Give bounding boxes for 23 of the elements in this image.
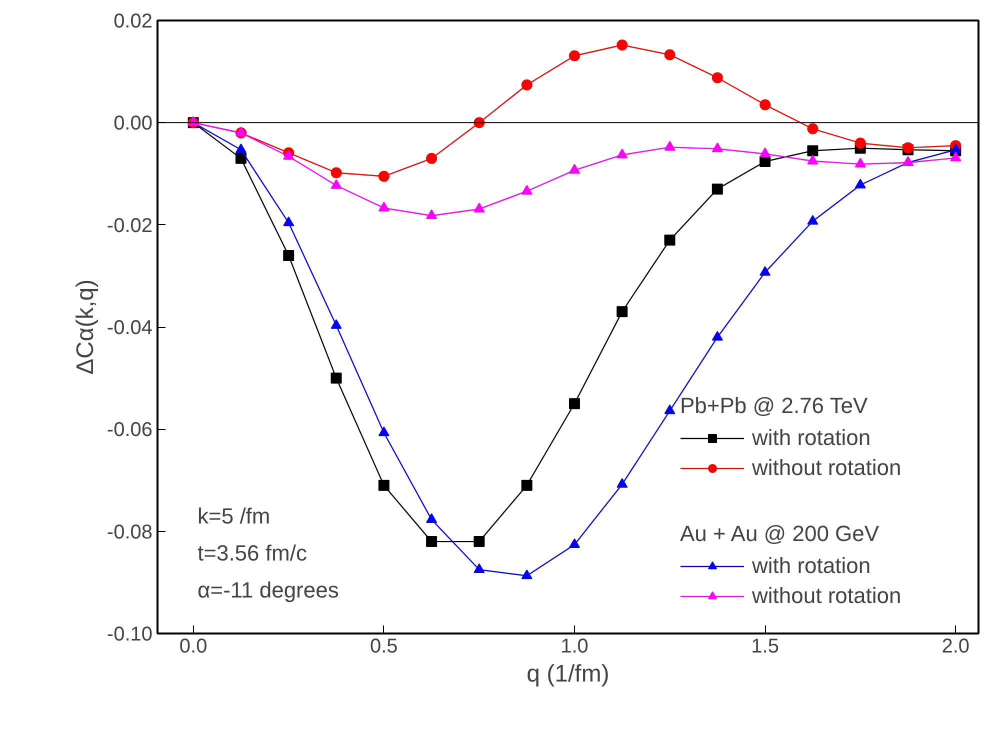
annotation: Pb+Pb @ 2.76 TeV — [680, 393, 869, 419]
x-tick-label: 1.5 — [751, 636, 779, 658]
x-tick-label: 2.0 — [942, 636, 970, 658]
y-tick-label: -0.02 — [106, 214, 153, 237]
annotation: α=-11 degrees — [198, 578, 339, 602]
annotation: t=3.56 fm/c — [198, 540, 307, 566]
x-tick-label: 0.0 — [179, 636, 208, 658]
y-tick-label: 0.02 — [114, 10, 153, 32]
y-tick-label: -0.08 — [106, 521, 153, 544]
y-tick-label: -0.06 — [106, 419, 153, 442]
y-tick-label: -0.04 — [106, 317, 153, 339]
legend-label: with rotation — [752, 424, 871, 452]
y-tick-label: 0.00 — [114, 112, 153, 135]
x-axis-title: q (1/fm) — [526, 660, 610, 688]
legend-label: with rotation — [752, 552, 871, 580]
y-axis-title: ΔCα(k,q) — [72, 279, 99, 375]
x-tick-label: 1.0 — [560, 636, 588, 658]
legend-label: without rotation — [752, 582, 902, 610]
y-tick-label: -0.10 — [106, 624, 153, 646]
annotation: Au + Au @ 200 GeV — [680, 521, 880, 547]
x-tick-label: 0.5 — [370, 636, 398, 658]
annotation: k=5 /fm — [198, 504, 270, 528]
legend-label: without rotation — [752, 454, 902, 482]
